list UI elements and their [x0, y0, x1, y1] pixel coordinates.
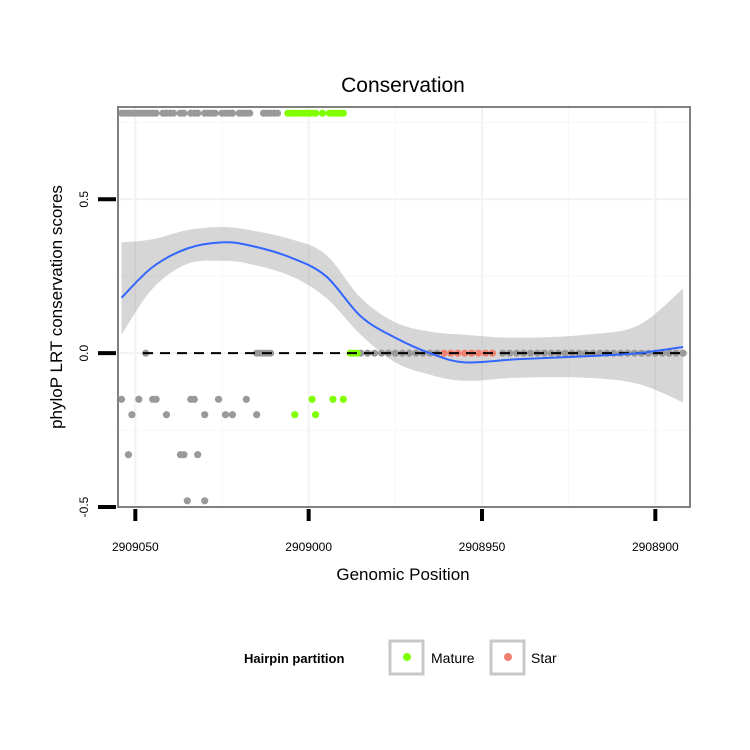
point-other-92: [201, 411, 209, 419]
data-points: [117, 109, 687, 505]
legend-dot-star: [504, 653, 512, 661]
point-other-99: [194, 451, 202, 459]
point-other-64: [561, 349, 569, 357]
point-mature-8: [312, 109, 320, 117]
point-other-36: [273, 109, 282, 117]
y-tick-label-1: 0.0: [77, 344, 91, 361]
y-axis-title: phyloP LRT conservation scores: [47, 185, 66, 429]
point-other-90: [128, 411, 136, 419]
legend-dot-mature: [403, 653, 411, 661]
point-other-48: [391, 349, 399, 357]
x-tick-label-3: 2908900: [632, 540, 679, 554]
legend: Hairpin partition Mature Star: [244, 639, 557, 676]
x-tick-label-2: 2908950: [459, 540, 506, 554]
legend-key-mature: [388, 639, 425, 676]
grid-lines: [118, 107, 690, 508]
x-tick-label-0: 2909050: [112, 540, 159, 554]
chart-title: Conservation: [341, 74, 465, 97]
point-other-101: [201, 497, 209, 505]
point-other-10: [152, 109, 160, 117]
point-other-19: [194, 109, 202, 117]
legend-title: Hairpin partition: [244, 651, 344, 666]
smooth-fit-line: [120, 241, 684, 364]
point-other-88: [214, 395, 223, 403]
point-other-87: [190, 395, 198, 403]
x-tick-label-1: 2909000: [285, 540, 332, 554]
point-other-31: [246, 109, 254, 117]
point-other-98: [180, 451, 188, 459]
y-tick-label-0: -0.5: [77, 496, 91, 517]
legend-key-star: [489, 639, 526, 676]
y-tick-label-2: 0.5: [77, 191, 91, 208]
point-other-85: [152, 395, 160, 403]
point-other-61: [540, 349, 549, 357]
point-mature-20: [339, 395, 347, 403]
point-star-3: [461, 349, 469, 357]
point-other-57: [513, 349, 521, 357]
point-other-91: [162, 411, 171, 419]
plot-panel-border: [117, 106, 691, 508]
point-mature-17: [353, 349, 361, 357]
point-other-96: [124, 451, 132, 459]
x-axis-title: Genomic Position: [336, 565, 469, 584]
point-star-0: [440, 349, 448, 357]
point-mature-9: [318, 109, 327, 117]
point-mature-21: [291, 411, 299, 419]
point-other-45: [370, 349, 379, 357]
point-mature-19: [329, 395, 337, 403]
point-mature-22: [312, 411, 320, 419]
point-other-66: [575, 349, 583, 357]
point-other-23: [211, 109, 219, 117]
point-mature-18: [308, 395, 316, 403]
point-other-16: [180, 109, 188, 117]
point-other-89: [242, 395, 250, 403]
point-other-95: [253, 411, 261, 419]
legend-label-mature: Mature: [431, 650, 475, 666]
point-other-27: [228, 109, 236, 117]
axes: 2909050 2909000 2908950 2908900 -0.5 0.0 0.5: [77, 191, 679, 554]
confidence-band: [121, 227, 684, 403]
point-other-93: [221, 411, 230, 419]
point-other-83: [135, 395, 143, 403]
point-other-59: [526, 349, 535, 357]
point-other-50: [405, 349, 413, 357]
point-other-81: [679, 349, 687, 357]
series-other: [117, 109, 687, 505]
point-other-100: [183, 497, 191, 505]
point-other-94: [228, 411, 236, 419]
point-other-82: [117, 395, 126, 403]
legend-label-star: Star: [531, 650, 557, 666]
point-mature-14: [339, 109, 347, 117]
point-other-79: [665, 349, 673, 357]
point-star-5: [474, 349, 483, 357]
point-other-14: [169, 109, 178, 117]
